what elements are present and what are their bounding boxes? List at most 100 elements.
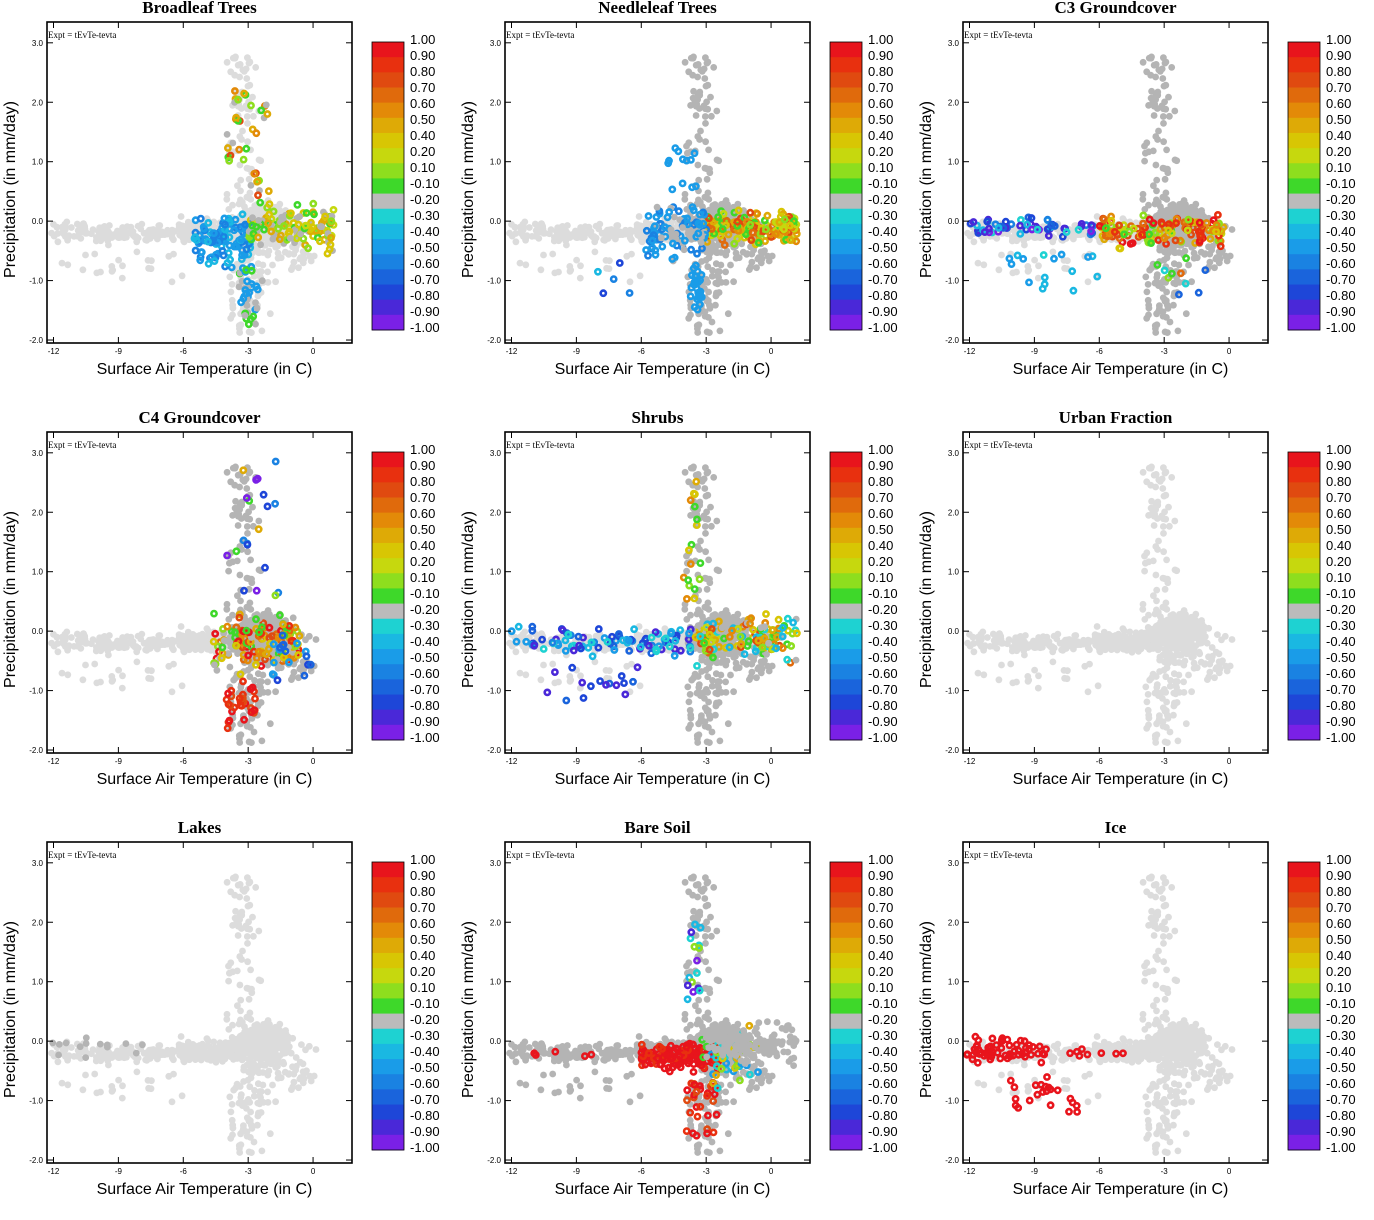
colorbar-swatch — [1288, 285, 1320, 301]
data-point — [1139, 196, 1146, 203]
data-point — [1215, 212, 1220, 217]
data-point — [169, 278, 176, 285]
data-point — [273, 593, 278, 598]
data-point — [249, 504, 256, 511]
data-point — [1150, 148, 1157, 155]
data-point — [679, 224, 686, 231]
y-tick-label: 3.0 — [948, 39, 960, 48]
data-point — [239, 128, 246, 135]
colorbar-label: 0.80 — [1326, 64, 1351, 79]
data-point — [998, 252, 1005, 259]
data-point — [1148, 54, 1155, 61]
data-point — [697, 199, 704, 206]
colorbar-label: 0.10 — [1326, 160, 1351, 175]
data-point — [229, 512, 236, 519]
data-point — [520, 233, 527, 240]
x-tick-label: -9 — [115, 757, 123, 766]
data-point — [225, 616, 232, 623]
colorbar-label: 0.20 — [1326, 144, 1351, 159]
data-point — [1042, 275, 1047, 280]
data-point — [170, 661, 177, 668]
data-point — [658, 234, 665, 241]
data-point — [264, 679, 271, 686]
data-point — [252, 64, 259, 71]
y-tick-label: -1.0 — [29, 687, 43, 696]
colorbar-swatch — [1288, 239, 1320, 255]
data-point — [975, 260, 982, 267]
colorbar-swatch — [1288, 178, 1320, 194]
data-point — [1035, 275, 1042, 282]
data-point — [713, 249, 720, 256]
colorbar-label: 1.00 — [868, 32, 893, 47]
colorbar-swatch — [372, 87, 404, 103]
data-point — [169, 234, 176, 241]
colorbar-label: -0.30 — [868, 208, 898, 223]
data-point — [701, 75, 708, 82]
x-tick-label: -6 — [638, 347, 646, 356]
colorbar-label: -0.30 — [410, 618, 440, 633]
colorbar-swatch — [372, 604, 404, 620]
data-point — [1142, 274, 1149, 281]
colorbar-label: -0.90 — [410, 304, 440, 319]
data-point — [722, 269, 729, 276]
data-point — [229, 312, 236, 319]
data-point — [1118, 246, 1123, 251]
colorbar-label: 0.90 — [410, 458, 435, 473]
data-point — [1166, 113, 1173, 120]
data-point — [62, 233, 69, 240]
data-point — [1153, 177, 1160, 184]
data-point — [1191, 250, 1198, 257]
data-point — [252, 321, 259, 328]
y-tick-label: 3.0 — [490, 39, 502, 48]
data-point — [258, 678, 265, 685]
colorbar-label: 0.50 — [868, 112, 893, 127]
colorbar-swatch — [1288, 42, 1320, 58]
colorbar-swatch — [372, 482, 404, 498]
data-point — [54, 640, 61, 647]
data-point — [267, 310, 274, 317]
x-tick-label: -6 — [1096, 347, 1104, 356]
data-point — [68, 224, 75, 231]
plot-frame — [47, 22, 352, 343]
colorbar-label: 0.70 — [410, 490, 435, 505]
data-point — [548, 226, 555, 233]
data-point — [224, 59, 231, 66]
data-point — [223, 606, 230, 613]
colorbar-swatch — [830, 315, 862, 331]
colorbar-swatch — [372, 497, 404, 513]
data-point — [1165, 94, 1172, 101]
data-point — [710, 64, 717, 71]
colorbar-label: -0.50 — [410, 240, 440, 255]
data-point — [62, 636, 69, 643]
colorbar-swatch — [1288, 315, 1320, 331]
data-point — [1159, 75, 1166, 82]
colorbar-label: 0.80 — [410, 64, 435, 79]
colorbar-swatch — [372, 695, 404, 711]
data-point — [689, 247, 694, 252]
data-point — [252, 696, 257, 701]
data-point — [682, 59, 689, 66]
colorbar-label: 0.70 — [868, 80, 893, 95]
data-point — [211, 611, 216, 616]
data-point — [221, 253, 226, 258]
x-tick-label: -12 — [506, 347, 518, 356]
data-point — [704, 82, 711, 89]
x-tick-label: -6 — [180, 347, 188, 356]
data-point — [265, 504, 270, 509]
data-point — [753, 264, 760, 271]
data-point — [591, 235, 598, 242]
data-point — [592, 249, 599, 256]
colorbar-swatch — [830, 224, 862, 240]
data-point — [1141, 143, 1148, 150]
data-point — [275, 250, 282, 257]
colorbar-swatch — [372, 178, 404, 194]
y-tick-label: 1.0 — [32, 158, 44, 167]
data-point — [542, 230, 549, 237]
data-point — [198, 647, 205, 654]
x-tick-label: -9 — [115, 347, 123, 356]
data-point — [204, 633, 211, 640]
data-point — [289, 674, 296, 681]
plot-frame — [505, 22, 810, 343]
